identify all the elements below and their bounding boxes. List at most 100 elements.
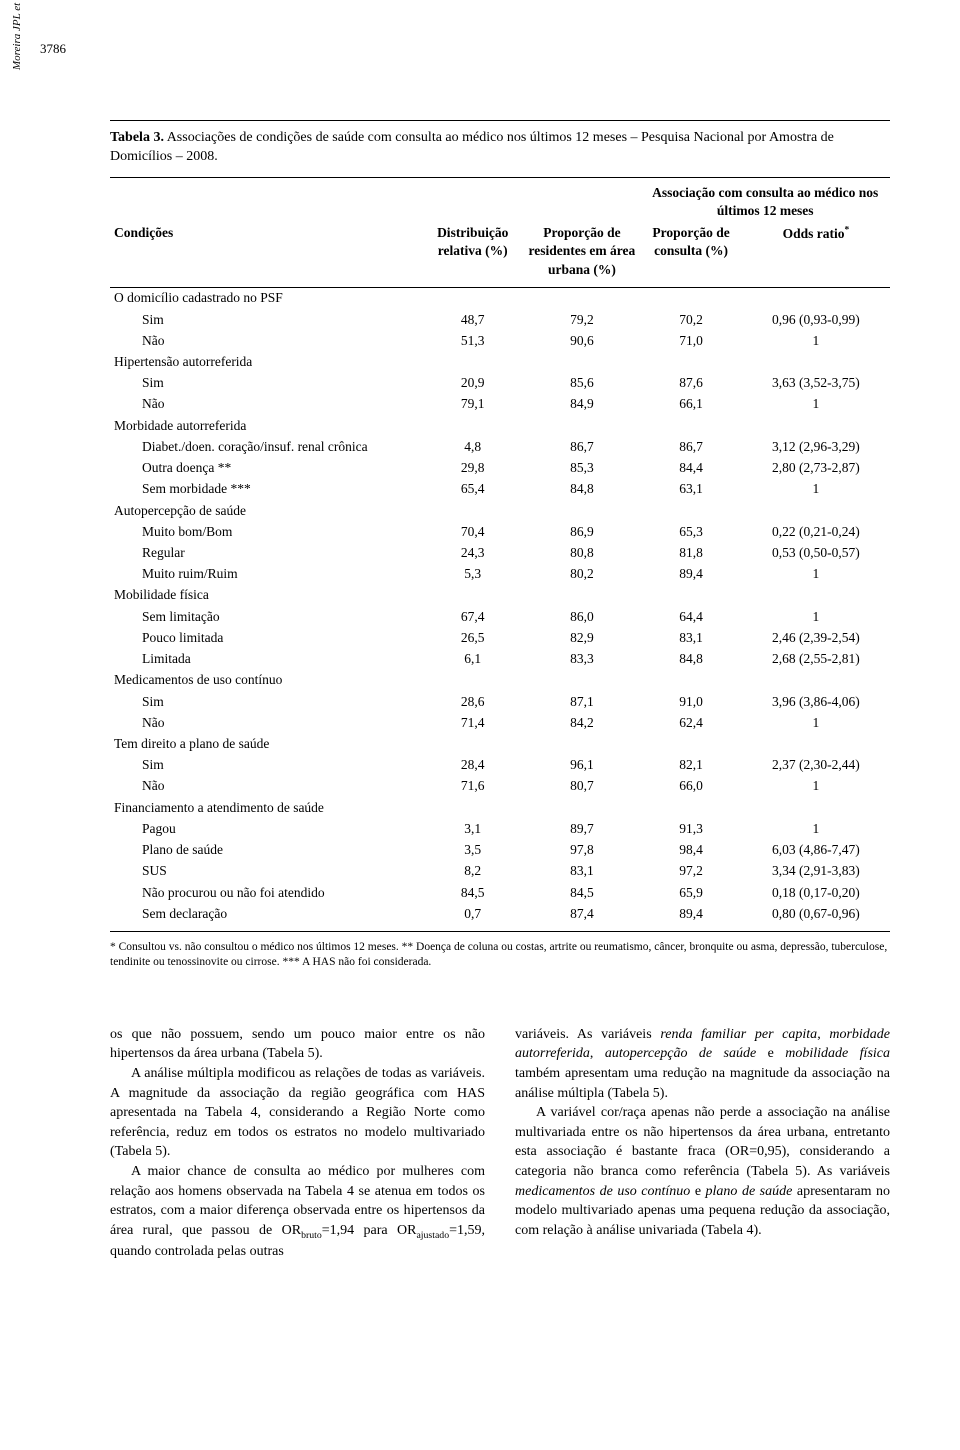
row-value: 8,2 — [422, 861, 523, 882]
row-value: 3,34 (2,91-3,83) — [742, 861, 890, 882]
row-value: 80,7 — [523, 776, 640, 797]
row-value: 91,3 — [640, 818, 741, 839]
row-value — [742, 352, 890, 373]
table-caption: Tabela 3. Associações de condições de sa… — [110, 129, 890, 167]
row-value: 82,1 — [640, 755, 741, 776]
table-row: Medicamentos de uso contínuo — [110, 670, 890, 691]
row-value: 24,3 — [422, 543, 523, 564]
col-consult: Proporção de consulta (%) — [640, 222, 741, 287]
table-row: Pagou3,189,791,31 — [110, 818, 890, 839]
table-row: O domicílio cadastrado no PSF — [110, 287, 890, 309]
row-value: 85,3 — [523, 458, 640, 479]
row-label: Não — [110, 394, 422, 415]
row-value — [640, 585, 741, 606]
row-label: Plano de saúde — [110, 840, 422, 861]
row-label: Diabet./doen. coração/insuf. renal crôni… — [110, 436, 422, 457]
row-value: 84,8 — [523, 479, 640, 500]
row-label: Sim — [110, 755, 422, 776]
row-value: 3,63 (3,52-3,75) — [742, 373, 890, 394]
row-value: 1 — [742, 712, 890, 733]
row-value: 6,1 — [422, 649, 523, 670]
table-row: Não71,484,262,41 — [110, 712, 890, 733]
paragraph: A análise múltipla modificou as relações… — [110, 1064, 485, 1162]
row-value: 1 — [742, 818, 890, 839]
row-value — [523, 500, 640, 521]
row-value — [742, 500, 890, 521]
row-value: 65,3 — [640, 521, 741, 542]
row-label: Limitada — [110, 649, 422, 670]
row-value: 62,4 — [640, 712, 741, 733]
row-value — [742, 287, 890, 309]
paragraph: A maior chance de consulta ao médico por… — [110, 1162, 485, 1262]
row-value: 85,6 — [523, 373, 640, 394]
row-value: 80,8 — [523, 543, 640, 564]
row-value — [640, 797, 741, 818]
row-value: 87,6 — [640, 373, 741, 394]
row-value — [523, 585, 640, 606]
page-header: 3786 Moreira JPL et al. — [110, 40, 890, 90]
row-value: 84,9 — [523, 394, 640, 415]
row-value — [640, 287, 741, 309]
row-value: 2,80 (2,73-2,87) — [742, 458, 890, 479]
row-value: 0,7 — [422, 903, 523, 931]
col-odds: Odds ratio* — [742, 222, 890, 287]
row-label: Outra doença ** — [110, 458, 422, 479]
table-row: Não procurou ou não foi atendido84,584,5… — [110, 882, 890, 903]
page-number: 3786 — [40, 40, 66, 58]
row-value: 83,3 — [523, 649, 640, 670]
row-value: 86,0 — [523, 606, 640, 627]
row-value: 86,7 — [523, 436, 640, 457]
row-value — [523, 352, 640, 373]
paragraph: A variável cor/raça apenas não perde a a… — [515, 1103, 890, 1240]
row-value: 66,1 — [640, 394, 741, 415]
row-value: 0,18 (0,17-0,20) — [742, 882, 890, 903]
row-label: Sim — [110, 691, 422, 712]
row-value: 66,0 — [640, 776, 741, 797]
row-value: 64,4 — [640, 606, 741, 627]
table-row: Sim28,496,182,12,37 (2,30-2,44) — [110, 755, 890, 776]
row-value — [422, 797, 523, 818]
row-label: Tem direito a plano de saúde — [110, 733, 422, 754]
row-label: Morbidade autorreferida — [110, 415, 422, 436]
row-value: 48,7 — [422, 309, 523, 330]
row-value: 97,2 — [640, 861, 741, 882]
row-value — [742, 733, 890, 754]
row-value: 70,4 — [422, 521, 523, 542]
row-value: 79,2 — [523, 309, 640, 330]
paragraph: os que não possuem, sendo um pouco maior… — [110, 1025, 485, 1064]
row-value: 84,5 — [422, 882, 523, 903]
row-value: 86,7 — [640, 436, 741, 457]
row-value: 5,3 — [422, 564, 523, 585]
row-label: Pagou — [110, 818, 422, 839]
row-value: 3,1 — [422, 818, 523, 839]
row-value: 1 — [742, 330, 890, 351]
data-table: Associação com consulta ao médico nos úl… — [110, 177, 890, 931]
row-value: 87,1 — [523, 691, 640, 712]
row-value: 86,9 — [523, 521, 640, 542]
row-value — [422, 287, 523, 309]
row-value: 71,6 — [422, 776, 523, 797]
row-label: SUS — [110, 861, 422, 882]
table-row: Limitada6,183,384,82,68 (2,55-2,81) — [110, 649, 890, 670]
table-row: Muito bom/Bom70,486,965,30,22 (0,21-0,24… — [110, 521, 890, 542]
table-row: Autopercepção de saúde — [110, 500, 890, 521]
row-value — [523, 797, 640, 818]
row-value: 51,3 — [422, 330, 523, 351]
table-row: Não71,680,766,01 — [110, 776, 890, 797]
row-label: Autopercepção de saúde — [110, 500, 422, 521]
table-row: Não79,184,966,11 — [110, 394, 890, 415]
table-row: Sem limitação67,486,064,41 — [110, 606, 890, 627]
row-value: 6,03 (4,86-7,47) — [742, 840, 890, 861]
row-value: 83,1 — [640, 627, 741, 648]
row-value — [640, 670, 741, 691]
row-value — [640, 352, 741, 373]
row-value: 65,4 — [422, 479, 523, 500]
row-value: 2,37 (2,30-2,44) — [742, 755, 890, 776]
table-row: SUS8,283,197,23,34 (2,91-3,83) — [110, 861, 890, 882]
row-value — [523, 415, 640, 436]
col-dist: Distribuição relativa (%) — [422, 222, 523, 287]
row-value: 0,80 (0,67-0,96) — [742, 903, 890, 931]
table-row: Sim48,779,270,20,96 (0,93-0,99) — [110, 309, 890, 330]
row-label: Muito ruim/Ruim — [110, 564, 422, 585]
row-value: 29,8 — [422, 458, 523, 479]
